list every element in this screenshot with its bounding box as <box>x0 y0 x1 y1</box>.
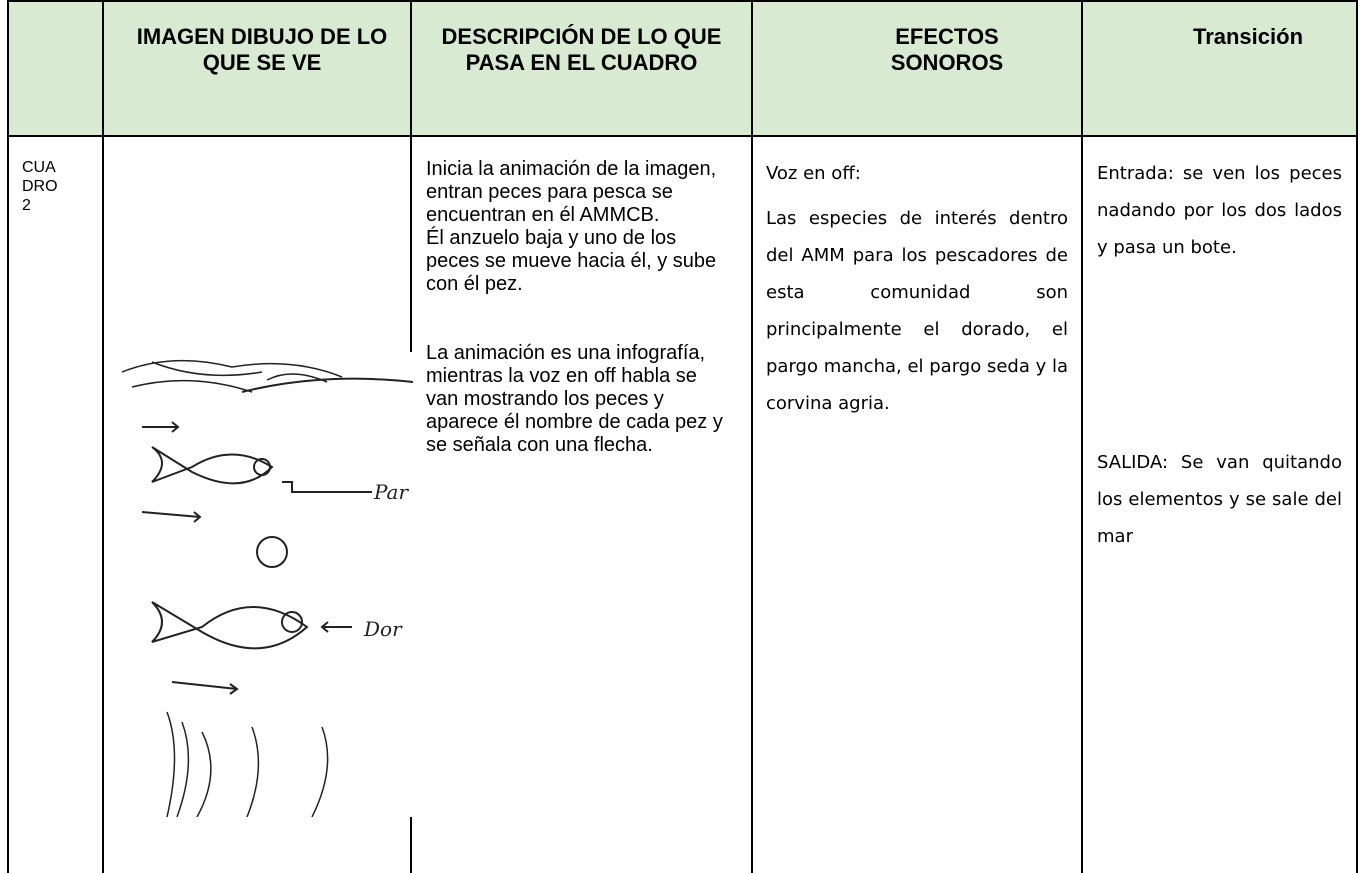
header-cell: IMAGEN DIBUJO DE LO QUE SE VE <box>103 2 411 137</box>
column-border <box>1081 2 1083 873</box>
header-cell <box>9 2 103 137</box>
column-border <box>751 2 753 873</box>
top-border <box>7 0 1358 2</box>
description: Inicia la animación de la imagen, entran… <box>426 158 726 457</box>
sound-effects: Voz en off: Las especies de interés dent… <box>766 155 1068 430</box>
column-border <box>7 2 9 873</box>
paragraph: Voz en off: <box>766 163 861 184</box>
image-label: Dor <box>363 617 403 641</box>
column-border <box>102 2 104 873</box>
sketch: Par Dor <box>112 352 413 817</box>
header-cell: DESCRIPCIÓN DE LO QUE PASA EN EL CUADRO <box>411 2 752 137</box>
image-label: Par <box>373 480 409 504</box>
paragraph: SALIDA: Se van quitando los elementos y … <box>1097 452 1342 547</box>
paragraph: Él anzuelo baja y uno de los peces se mu… <box>426 227 717 295</box>
paragraph: Las especies de interés dentro del AMM p… <box>766 208 1068 414</box>
header-cell: Transición <box>1082 2 1358 137</box>
header-cell: EFECTOS SONOROS <box>752 2 1082 137</box>
paragraph: Inicia la animación de la imagen, entran… <box>426 158 717 226</box>
column-border <box>1356 2 1358 873</box>
transition: Entrada: se ven los peces nadando por lo… <box>1097 155 1342 563</box>
frame-label: CUADRO 2 <box>22 159 58 214</box>
paragraph: La animación es una infografía, mientras… <box>426 342 723 456</box>
paragraph: Entrada: se ven los peces nadando por lo… <box>1097 163 1342 258</box>
